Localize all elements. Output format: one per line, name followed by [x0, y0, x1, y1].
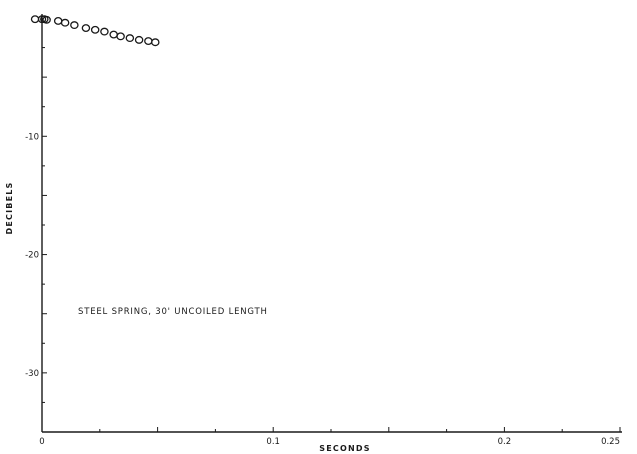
tick-labels: 0 0.1 0.2 0.25 -10 -20 -30 [25, 132, 620, 447]
y-tick-label: -30 [25, 369, 39, 379]
x-tick-label: 0 [39, 437, 44, 447]
x-tick-label: 0.2 [498, 437, 512, 447]
x-tick-label: 0.25 [601, 437, 620, 447]
data-point [42, 15, 51, 24]
data-point [81, 24, 91, 33]
y-tick-label: -20 [25, 251, 39, 261]
data-point [70, 21, 79, 30]
data-point [30, 15, 40, 24]
axes [41, 14, 622, 433]
data-point [125, 34, 135, 43]
y-tick-label: -10 [25, 132, 39, 142]
data-point [151, 38, 160, 47]
data-point [134, 35, 144, 44]
data-point [116, 32, 125, 41]
data-point [100, 27, 109, 36]
tick-marks [42, 47, 621, 432]
data-point [53, 17, 63, 25]
data-points [30, 15, 160, 47]
x-axis-label: SECONDS [319, 444, 370, 453]
y-axis-label: DECIBELS [5, 182, 14, 235]
data-point [60, 18, 70, 27]
data-point [109, 30, 118, 39]
data-point [90, 25, 100, 34]
data-point [144, 37, 153, 46]
x-tick-label: 0.1 [266, 437, 280, 447]
chart-annotation: STEEL SPRING, 30' UNCOILED LENGTH [78, 307, 268, 317]
